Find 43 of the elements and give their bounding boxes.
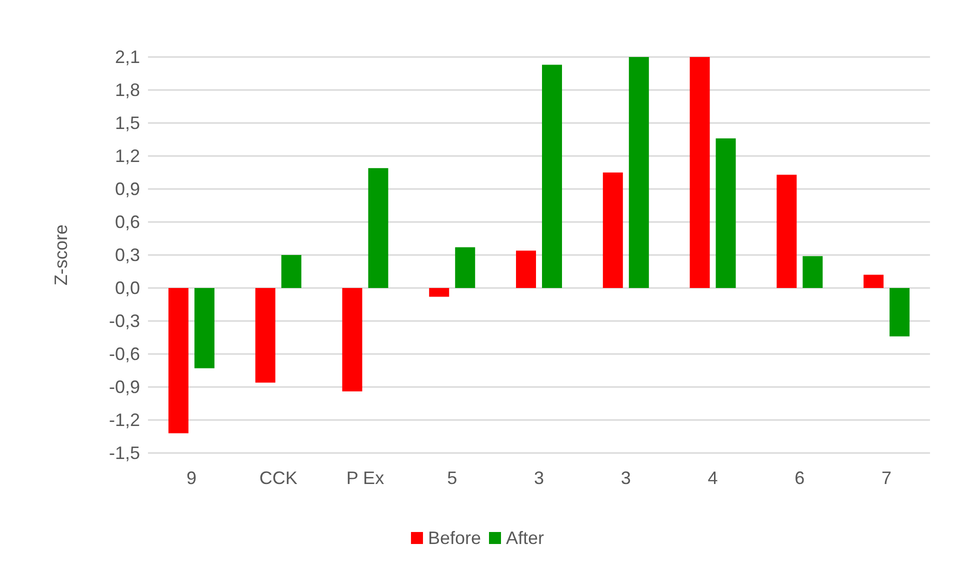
bar [368,168,388,288]
bar [281,255,302,288]
y-tick-label: 0,0 [114,278,140,298]
y-tick-label: 0,9 [114,179,140,199]
x-tick-label: 4 [708,468,718,488]
y-tick-label: 1,8 [114,80,140,100]
x-tick-label: CCK [259,468,298,488]
bar [628,57,649,288]
y-tick-label: -1,5 [108,443,140,463]
x-tick-label: 3 [534,468,544,488]
y-tick-label: -0,6 [108,344,140,364]
bar [542,64,562,288]
y-tick-label: 2,1 [114,47,140,67]
x-tick-label: 6 [794,468,805,488]
x-tick-label: 9 [186,468,196,488]
y-tick-label: -1,2 [108,410,140,430]
bar [168,288,188,434]
x-tick-label: 7 [882,468,892,488]
y-tick-label: 0,6 [114,212,140,232]
bar [890,288,910,336]
y-tick-label: -0,9 [108,377,140,397]
bar [429,288,450,297]
bar [516,250,536,288]
y-tick-label: -0,3 [108,311,140,331]
bar [194,288,214,368]
bar [342,288,362,392]
bar [690,57,710,288]
x-tick-label: P Ex [346,468,384,488]
legend-label: Before [428,528,482,548]
bar [802,256,823,288]
bar [255,288,276,383]
bar [602,172,623,288]
y-axis-title: Z-score [51,224,71,286]
bar [776,174,797,288]
bar [455,247,476,288]
bar [716,138,736,288]
bar [864,274,884,288]
legend-label: After [506,528,544,548]
x-tick-label: 5 [447,468,458,488]
y-tick-label: 1,5 [114,113,140,133]
y-tick-label: 1,2 [114,146,140,166]
x-tick-label: 3 [620,468,631,488]
y-tick-label: 0,3 [114,245,140,265]
